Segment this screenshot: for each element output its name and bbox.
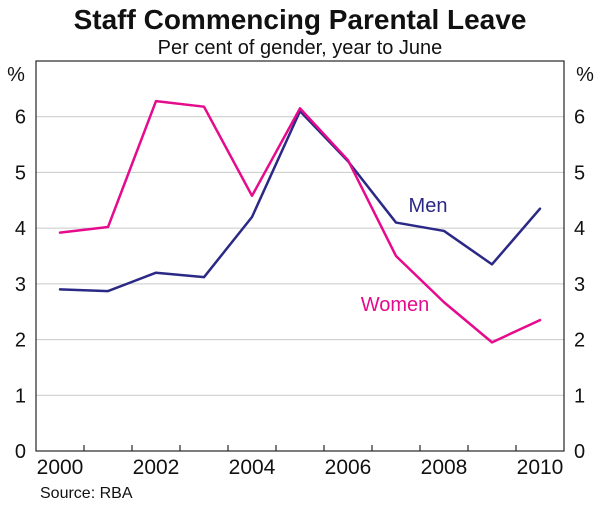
y-axis-label-right: 2 xyxy=(574,330,585,352)
plot-frame xyxy=(35,60,565,452)
x-axis-label: 2000 xyxy=(37,456,84,479)
chart-title: Staff Commencing Parental Leave xyxy=(73,4,527,35)
y-axis-label-right: 3 xyxy=(574,274,585,296)
y-axis-unit-left: % xyxy=(7,64,25,86)
y-axis-unit-right: % xyxy=(576,64,594,86)
x-axis-label: 2004 xyxy=(229,456,276,479)
chart-subtitle: Per cent of gender, year to June xyxy=(157,37,443,59)
y-axis-label-left: 6 xyxy=(15,107,26,129)
y-axis-label-left: 4 xyxy=(15,218,26,240)
x-axis-label: 2008 xyxy=(421,456,468,479)
y-axis-label-left: 2 xyxy=(15,330,26,352)
x-axis-label: 2006 xyxy=(325,456,372,479)
y-axis-label-right: 0 xyxy=(574,441,585,463)
y-axis-label-right: 4 xyxy=(574,218,585,240)
x-axis-label: 2010 xyxy=(517,456,564,479)
x-axis-label: 2002 xyxy=(133,456,180,479)
y-axis-label-left: 3 xyxy=(15,274,26,296)
women-line xyxy=(58,99,542,344)
source-note: Source: RBA xyxy=(40,485,133,502)
y-axis-label-left: 0 xyxy=(15,441,26,463)
men-line xyxy=(58,109,542,293)
y-axis-label-right: 6 xyxy=(574,107,585,129)
y-axis-label-right: 1 xyxy=(574,385,585,407)
y-axis-label-right: 5 xyxy=(574,162,585,184)
series-label-women: Women xyxy=(360,294,430,316)
y-axis-label-left: 5 xyxy=(15,162,26,184)
y-axis-label-left: 1 xyxy=(15,385,26,407)
series-label-men: Men xyxy=(408,195,448,217)
